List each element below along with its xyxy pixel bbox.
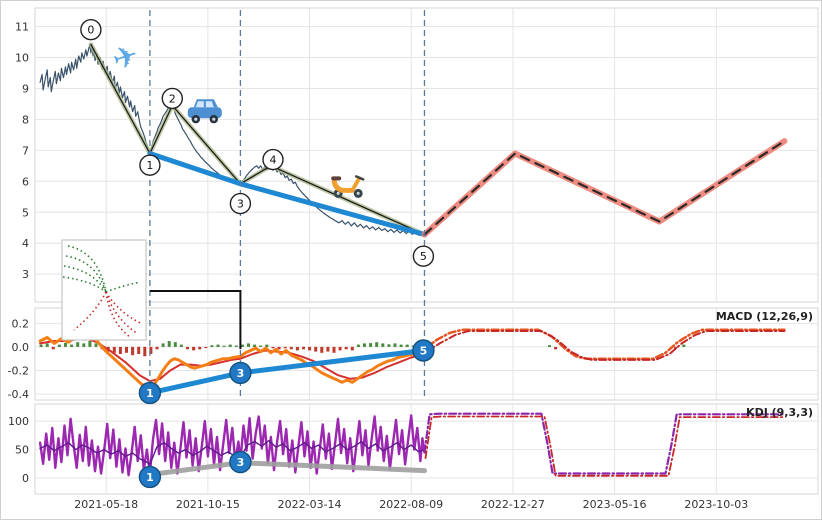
x-tick-label: 2022-03-14 bbox=[278, 498, 342, 511]
wave-zigzag-black bbox=[90, 43, 426, 236]
y-tick-label: 100 bbox=[8, 415, 29, 428]
x-tick-label: 2022-08-09 bbox=[379, 498, 443, 511]
dif-line bbox=[38, 331, 426, 391]
inset-down-curve bbox=[73, 291, 107, 331]
x-tick-label: 2022-12-27 bbox=[481, 498, 545, 511]
y-tick-label: -0.2 bbox=[8, 365, 29, 378]
wave-marker-number: 0 bbox=[87, 24, 94, 37]
y-tick-label: 8 bbox=[22, 113, 29, 126]
forecast-dashes bbox=[423, 140, 786, 236]
inset-up-curve bbox=[62, 276, 107, 293]
x-tick-label: 2023-10-03 bbox=[684, 498, 748, 511]
y-tick-label: 4 bbox=[22, 237, 29, 250]
y-tick-label: 0.0 bbox=[12, 341, 30, 354]
inset-down-curve bbox=[105, 291, 131, 338]
k-line bbox=[39, 439, 426, 466]
car-icon bbox=[187, 99, 222, 124]
wave-marker-number: 5 bbox=[420, 250, 427, 263]
wave-marker-macd-5: 5 bbox=[412, 339, 435, 362]
d-forecast bbox=[424, 415, 786, 477]
inset-up-curve bbox=[105, 281, 141, 293]
wave-marker-number: 1 bbox=[146, 471, 154, 484]
j-line bbox=[38, 414, 426, 477]
wave-marker-kdj-3: 3 bbox=[229, 450, 252, 474]
y-tick-label: -0.4 bbox=[8, 388, 29, 401]
wave-marker-price-5: 5 bbox=[412, 245, 435, 267]
y-tick-label: 6 bbox=[22, 175, 29, 188]
wave-marker-number: 5 bbox=[420, 345, 428, 358]
bracket-connector bbox=[149, 290, 242, 349]
wave-marker-number: 4 bbox=[270, 154, 277, 167]
y-tick-label: 10 bbox=[15, 52, 29, 65]
y-tick-label: 7 bbox=[22, 144, 29, 157]
wave-marker-macd-3: 3 bbox=[229, 361, 252, 385]
wave-marker-price-2: 2 bbox=[161, 87, 184, 110]
wave-marker-price-3: 3 bbox=[229, 192, 252, 215]
wave-marker-kdj-1: 1 bbox=[138, 465, 162, 489]
kdj-label: KDJ (9,3,3) bbox=[746, 406, 813, 419]
wave-marker-number: 2 bbox=[169, 92, 176, 105]
inset-up-curve bbox=[63, 265, 107, 293]
wave-marker-number: 1 bbox=[146, 159, 153, 172]
wave-marker-number: 3 bbox=[237, 367, 245, 380]
j-forecast bbox=[423, 412, 786, 475]
dif-forecast bbox=[423, 328, 786, 360]
dea-forecast bbox=[423, 330, 786, 361]
y-tick-label: 11 bbox=[15, 21, 29, 34]
wave-marker-number: 3 bbox=[237, 198, 244, 211]
y-tick-label: 3 bbox=[22, 268, 29, 281]
wave-marker-number: 3 bbox=[237, 456, 245, 469]
kdj-panel: 0 50 100 KDJ (9,3,3) bbox=[8, 403, 819, 495]
wave-marker-number: 1 bbox=[146, 387, 154, 400]
macd-histogram bbox=[39, 341, 686, 357]
wave-marker-macd-1: 1 bbox=[138, 381, 162, 405]
x-tick-label: 2021-10-15 bbox=[176, 498, 240, 511]
wave-marker-price-1: 1 bbox=[139, 154, 161, 176]
wave-marker-price-0: 0 bbox=[80, 19, 102, 41]
y-tick-label: 50 bbox=[15, 444, 29, 457]
x-tick-label: 2021-05-18 bbox=[74, 498, 138, 511]
y-tick-label: 0.2 bbox=[12, 317, 30, 330]
x-tick-label: 2023-05-16 bbox=[583, 498, 647, 511]
macd-label: MACD (12,26,9) bbox=[716, 310, 813, 323]
scatter-inset bbox=[61, 239, 147, 341]
y-tick-label: 9 bbox=[22, 82, 29, 95]
inset-up-curve bbox=[67, 245, 107, 293]
inset-up-curve bbox=[65, 255, 107, 293]
y-tick-label: 0 bbox=[22, 472, 29, 485]
wave-marker-price-4: 4 bbox=[262, 148, 284, 171]
scooter-icon bbox=[331, 175, 365, 198]
y-tick-label: 5 bbox=[22, 206, 29, 219]
inset-down-curve bbox=[105, 291, 143, 325]
